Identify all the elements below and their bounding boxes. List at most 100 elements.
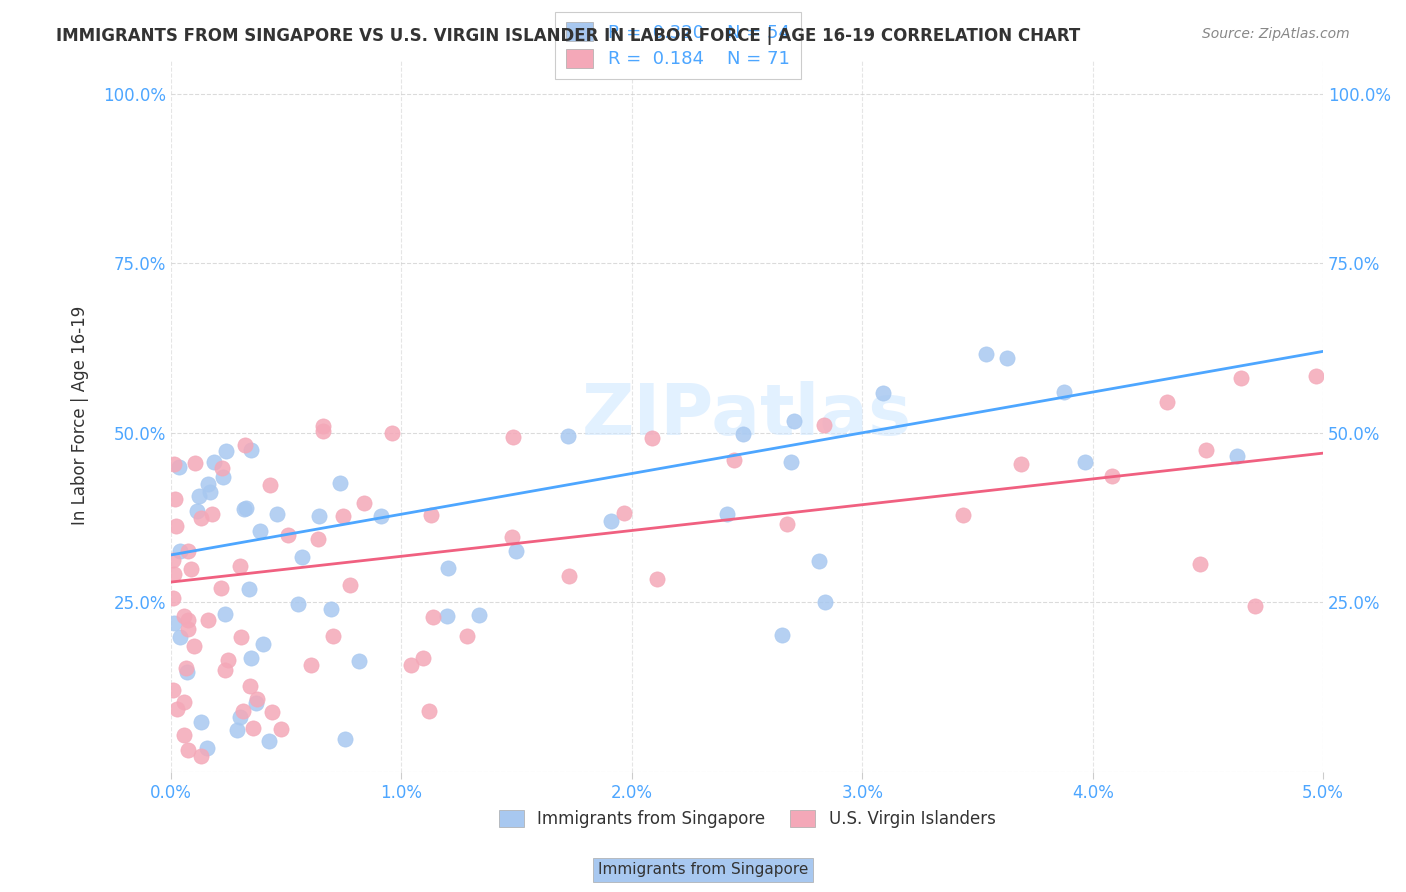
Point xyxy=(169,630,191,644)
Point xyxy=(177,613,200,627)
Point xyxy=(163,615,186,630)
Point xyxy=(1226,450,1249,464)
Point xyxy=(974,347,997,361)
Point xyxy=(165,491,187,506)
Point xyxy=(245,696,267,710)
Point xyxy=(418,704,440,718)
Point xyxy=(209,581,232,595)
Point xyxy=(332,508,354,523)
Point xyxy=(1188,557,1211,571)
Point xyxy=(259,478,281,492)
Point xyxy=(505,543,527,558)
Legend: Immigrants from Singapore, U.S. Virgin Islanders: Immigrants from Singapore, U.S. Virgin I… xyxy=(492,804,1002,835)
Point xyxy=(257,733,280,747)
Point xyxy=(249,524,271,539)
Point xyxy=(266,507,288,521)
Point xyxy=(287,597,309,611)
Point xyxy=(813,594,835,608)
Point xyxy=(162,682,184,697)
Point xyxy=(165,518,187,533)
Point xyxy=(329,475,352,490)
Point xyxy=(277,528,299,542)
Point xyxy=(197,613,219,627)
Point xyxy=(952,508,974,522)
Point xyxy=(557,569,579,583)
Point xyxy=(235,500,257,515)
Point xyxy=(995,351,1018,366)
Point xyxy=(180,561,202,575)
Point xyxy=(437,561,460,575)
Point xyxy=(201,507,224,521)
Point xyxy=(215,444,238,458)
Point xyxy=(770,627,793,641)
Point xyxy=(260,705,283,719)
Point xyxy=(239,679,262,693)
Point xyxy=(420,508,443,523)
Point xyxy=(174,661,197,675)
Point xyxy=(347,654,370,668)
Point xyxy=(412,651,434,665)
Point xyxy=(169,544,191,558)
Point xyxy=(1195,443,1218,458)
Point xyxy=(190,511,212,525)
Point xyxy=(232,704,254,718)
Point xyxy=(599,514,621,528)
Point xyxy=(645,572,668,586)
Point xyxy=(307,533,329,547)
Point xyxy=(162,552,184,566)
Point xyxy=(163,566,186,581)
Text: ZIPatlas: ZIPatlas xyxy=(582,381,912,450)
Text: Source: ZipAtlas.com: Source: ZipAtlas.com xyxy=(1202,27,1350,41)
Point xyxy=(173,609,195,624)
Point xyxy=(177,544,200,558)
Point xyxy=(173,695,195,709)
Point xyxy=(239,650,262,665)
Point xyxy=(291,549,314,564)
Point xyxy=(233,438,256,452)
Point xyxy=(176,665,198,680)
Point xyxy=(1101,469,1123,483)
Point xyxy=(229,630,252,644)
Point xyxy=(240,442,263,457)
Point xyxy=(184,456,207,470)
Point xyxy=(370,508,392,523)
Point xyxy=(335,731,357,746)
Point xyxy=(1305,368,1327,383)
Point xyxy=(173,728,195,742)
Point xyxy=(557,429,579,443)
Point xyxy=(228,558,250,573)
Point xyxy=(468,607,491,622)
Point xyxy=(1053,384,1076,399)
Point xyxy=(186,504,208,518)
Point xyxy=(195,741,218,756)
Point xyxy=(177,742,200,756)
Point xyxy=(190,748,212,763)
Point xyxy=(166,701,188,715)
Point xyxy=(312,424,335,438)
Point xyxy=(501,529,523,543)
Point xyxy=(807,554,830,568)
Point xyxy=(238,582,260,597)
Point xyxy=(190,715,212,730)
Point xyxy=(1244,599,1267,613)
Point xyxy=(167,459,190,474)
Point xyxy=(232,502,254,516)
Point xyxy=(339,578,361,592)
Point xyxy=(613,506,636,520)
Point xyxy=(301,657,323,672)
Point xyxy=(353,496,375,510)
Point xyxy=(214,663,236,677)
Point xyxy=(162,591,184,605)
Point xyxy=(813,418,835,433)
Point xyxy=(214,607,236,621)
Point xyxy=(731,426,754,441)
Point xyxy=(436,608,458,623)
Point xyxy=(163,457,186,471)
Point xyxy=(723,452,745,467)
Point xyxy=(502,430,524,444)
Point xyxy=(246,691,269,706)
Y-axis label: In Labor Force | Age 16-19: In Labor Force | Age 16-19 xyxy=(72,306,89,525)
Point xyxy=(783,413,806,427)
Point xyxy=(381,425,404,440)
Point xyxy=(176,622,198,636)
